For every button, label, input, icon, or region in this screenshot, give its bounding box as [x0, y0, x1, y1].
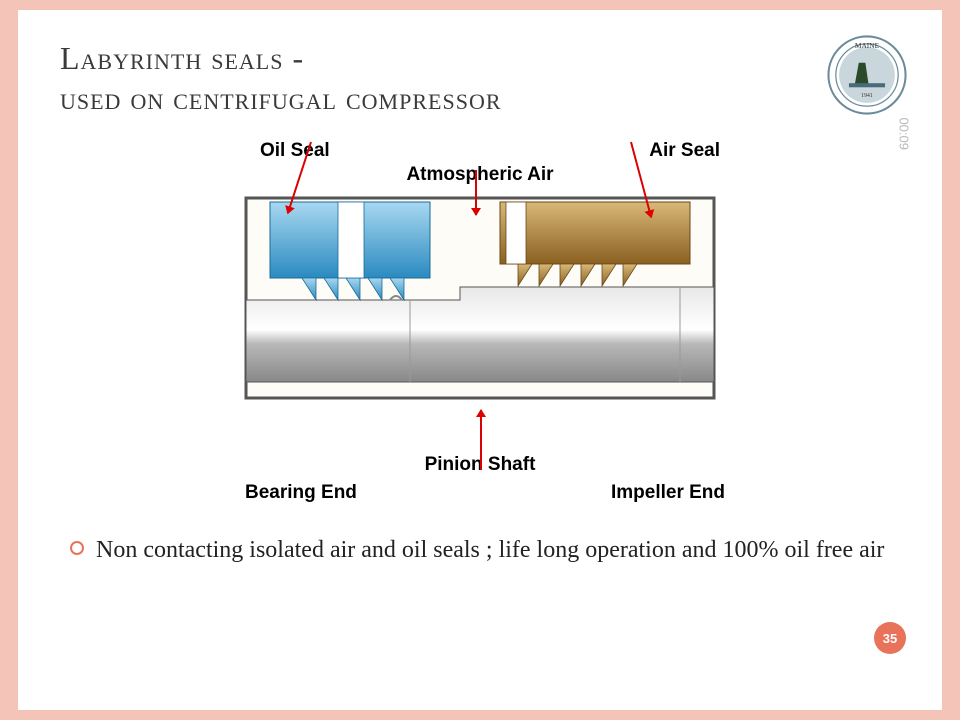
svg-text:MAINE: MAINE	[855, 41, 880, 50]
slide-title: Labyrinth seals -used on centrifugal com…	[60, 38, 900, 118]
bearing-end-label: Bearing End	[245, 482, 357, 504]
bullet-point: Non contacting isolated air and oil seal…	[60, 534, 900, 566]
slide-body: Labyrinth seals -used on centrifugal com…	[18, 10, 942, 710]
page-number-badge: 35	[874, 622, 906, 654]
bullet-ring-icon	[70, 541, 84, 555]
atmospheric-air-label: Atmospheric Air	[200, 164, 760, 186]
impeller-end-label: Impeller End	[611, 482, 725, 504]
seal-cross-section	[240, 192, 720, 422]
labyrinth-seal-diagram: Oil Seal Air Seal Atmospheric Air Pinion…	[200, 140, 760, 504]
institution-logo: MAINE 1941	[826, 34, 908, 116]
timestamp: 00:09	[897, 117, 912, 150]
svg-text:1941: 1941	[861, 93, 873, 99]
pinion-leader	[480, 410, 482, 470]
air-seal-label: Air Seal	[649, 140, 720, 162]
atmospheric-leader	[475, 170, 477, 215]
oil-seal-label: Oil Seal	[260, 140, 330, 162]
bullet-text: Non contacting isolated air and oil seal…	[96, 534, 884, 566]
